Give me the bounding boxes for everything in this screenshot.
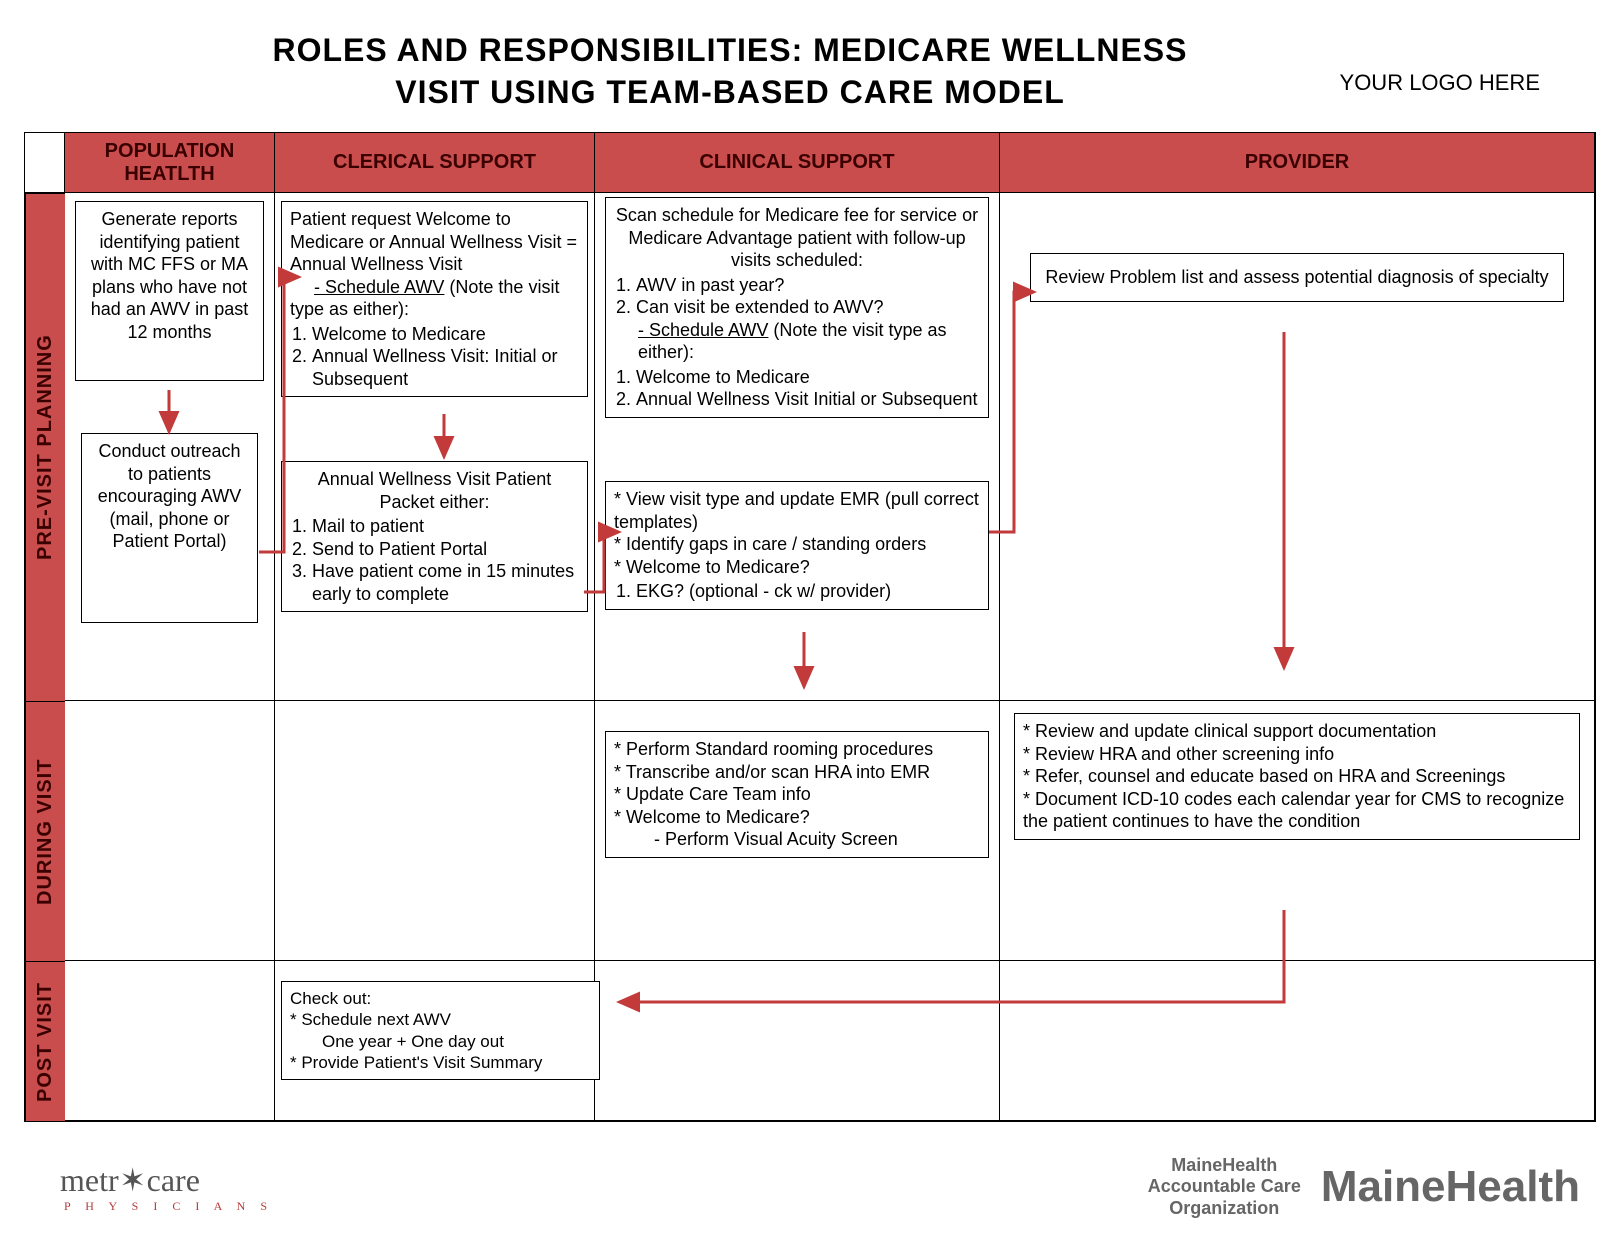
cell-previsit-clinical: Scan schedule for Medicare fee for servi…	[595, 193, 1000, 701]
header-clerical-support: CLERICAL SUPPORT	[275, 133, 595, 193]
cell-post-clerical: Check out: Schedule next AWV One year + …	[275, 961, 595, 1121]
box-clerical-packet: Annual Wellness Visit Patient Packet eit…	[281, 461, 588, 612]
cell-previsit-clerical: Patient request Welcome to Medicare or A…	[275, 193, 595, 701]
cell-during-provider: Review and update clinical support docum…	[1000, 701, 1595, 961]
header-population-health: POPULATION HEATLTH	[65, 133, 275, 193]
box-provider-review-problem-list: Review Problem list and assess potential…	[1030, 253, 1564, 302]
box-pop-generate-reports: Generate reports identifying patient wit…	[75, 201, 264, 381]
box-clinical-view-visit-type: View visit type and update EMR (pull cor…	[605, 481, 989, 610]
box-provider-during-visit: Review and update clinical support docum…	[1014, 713, 1580, 840]
mainehealth-wordmark: MaineHealth	[1321, 1162, 1580, 1212]
row-during-label: DURING VISIT	[25, 701, 65, 961]
cell-during-pophealth	[65, 701, 275, 961]
box-clinical-scan-schedule: Scan schedule for Medicare fee for servi…	[605, 197, 989, 418]
logo-placeholder: YOUR LOGO HERE	[1340, 70, 1540, 96]
box-clerical-schedule: Patient request Welcome to Medicare or A…	[281, 201, 588, 397]
header-clinical-support: CLINICAL SUPPORT	[595, 133, 1000, 193]
row-previsit-label: PRE-VISIT PLANNING	[25, 193, 65, 701]
cell-post-provider	[1000, 961, 1595, 1121]
box-post-checkout: Check out: Schedule next AWV One year + …	[281, 981, 600, 1080]
cell-previsit-pophealth: Generate reports identifying patient wit…	[65, 193, 275, 701]
box-clinical-during-visit: Perform Standard rooming procedures Tran…	[605, 731, 989, 858]
page-title: ROLES AND RESPONSIBILITIES: MEDICARE WEL…	[140, 30, 1320, 113]
mainehealth-aco: MaineHealth Accountable Care Organizatio…	[1148, 1155, 1301, 1220]
cell-during-clerical	[275, 701, 595, 961]
box-pop-outreach: Conduct outreach to patients encouraging…	[81, 433, 258, 623]
title-line-2: VISIT USING TEAM-BASED CARE MODEL	[395, 74, 1064, 110]
row-post-label: POST VISIT	[25, 961, 65, 1121]
metrocare-logo: metr✶care P H Y S I C I A N S	[60, 1161, 273, 1214]
mainehealth-logos: MaineHealth Accountable Care Organizatio…	[1148, 1155, 1580, 1220]
cell-previsit-provider: Review Problem list and assess potential…	[1000, 193, 1595, 701]
header-corner	[25, 133, 65, 193]
title-line-1: ROLES AND RESPONSIBILITIES: MEDICARE WEL…	[273, 32, 1188, 68]
footer: metr✶care P H Y S I C I A N S MaineHealt…	[60, 1142, 1580, 1232]
cell-post-clinical	[595, 961, 1000, 1121]
swimlane-grid: POPULATION HEATLTH CLERICAL SUPPORT CLIN…	[24, 132, 1596, 1122]
header-provider: PROVIDER	[1000, 133, 1595, 193]
cell-post-pophealth	[65, 961, 275, 1121]
cell-during-clinical: Perform Standard rooming procedures Tran…	[595, 701, 1000, 961]
